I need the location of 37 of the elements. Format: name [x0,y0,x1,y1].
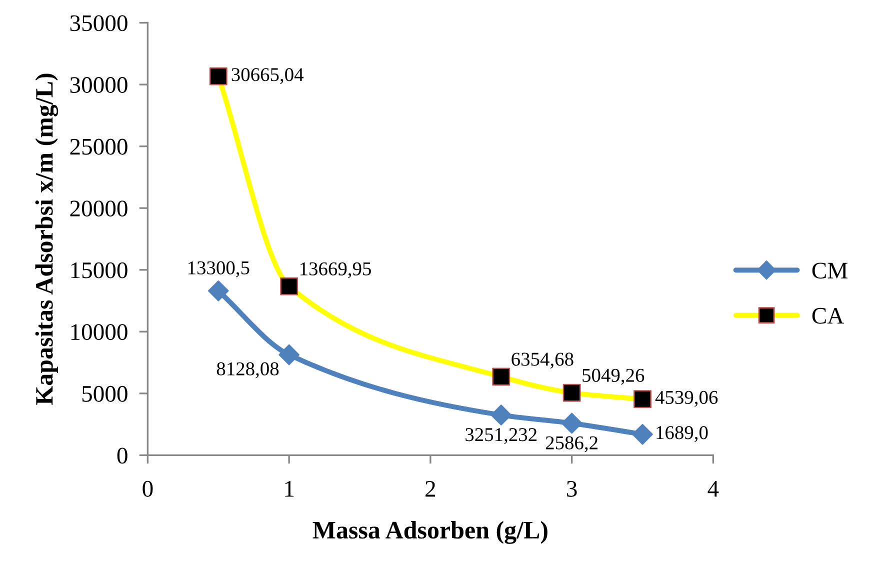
data-label: 1689,0 [656,426,708,442]
data-label: 13300,5 [188,261,250,278]
point [634,390,652,408]
x-tick-label: 2 [426,480,436,497]
x-tick-label: 4 [708,481,719,497]
data-label: 30665,04 [232,68,304,84]
point [209,67,228,86]
y-tick-label: 0 [117,448,128,464]
y-tick-label: 30000 [70,77,128,93]
data-label: 4539,06 [655,390,718,407]
x-tick-label: 1 [285,480,294,497]
data-label: 3251,232 [466,428,537,444]
point [632,424,653,445]
y-tick-label: 15000 [71,262,128,278]
point [208,280,229,302]
point [492,368,510,386]
y-tick-label: 10000 [71,324,128,340]
data-label: 6354,68 [512,352,574,369]
y-axis-title: Kapasitas Adsorbsi x/m (mg/L) [35,74,58,405]
point [280,277,298,296]
point [562,384,581,402]
data-label: 13669,95 [300,262,371,278]
legend-label: CA [812,308,844,324]
x-tick-label: 0 [142,480,153,497]
y-tick-label: 5000 [82,386,128,402]
y-tick-label: 35000 [70,15,128,32]
y-tick-label: 20000 [70,200,128,217]
data-label: 2586,2 [546,436,598,452]
data-label: 5049,26 [582,368,644,385]
x-tick-label: 3 [567,480,577,497]
y-tick-label: 25000 [70,138,128,155]
point [278,344,300,366]
x-axis-title: Massa Adsorben (g/L) [312,521,548,544]
point [561,412,582,434]
legend-label: CM [812,262,848,279]
point [490,404,512,426]
data-label: 8128,08 [216,362,279,378]
